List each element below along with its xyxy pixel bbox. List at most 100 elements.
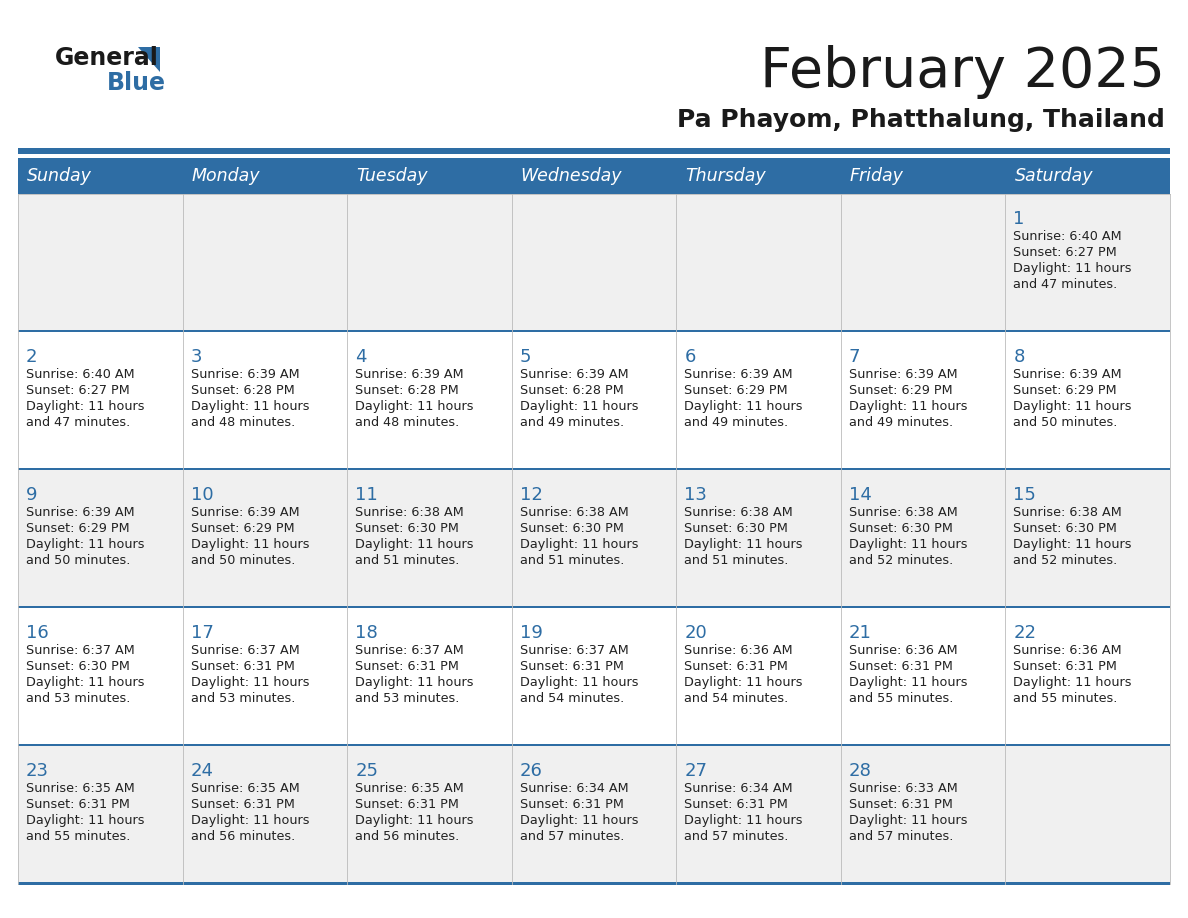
Text: Sunrise: 6:34 AM: Sunrise: 6:34 AM — [684, 782, 792, 795]
Text: Daylight: 11 hours: Daylight: 11 hours — [355, 814, 474, 827]
Bar — [183, 194, 347, 332]
Text: Sunrise: 6:35 AM: Sunrise: 6:35 AM — [190, 782, 299, 795]
Text: Sunrise: 6:39 AM: Sunrise: 6:39 AM — [519, 368, 628, 381]
Text: and 49 minutes.: and 49 minutes. — [849, 416, 953, 429]
Bar — [347, 746, 512, 884]
Text: and 57 minutes.: and 57 minutes. — [684, 830, 789, 843]
Text: Sunset: 6:31 PM: Sunset: 6:31 PM — [684, 660, 788, 673]
Text: 20: 20 — [684, 624, 707, 642]
Text: 3: 3 — [190, 348, 202, 366]
Bar — [18, 882, 1170, 885]
Text: and 54 minutes.: and 54 minutes. — [519, 692, 624, 705]
Text: Sunrise: 6:36 AM: Sunrise: 6:36 AM — [1013, 644, 1121, 657]
Text: 28: 28 — [849, 762, 872, 780]
Text: Sunrise: 6:38 AM: Sunrise: 6:38 AM — [684, 506, 794, 519]
Text: Sunrise: 6:39 AM: Sunrise: 6:39 AM — [26, 506, 134, 519]
Text: 13: 13 — [684, 486, 707, 504]
Bar — [18, 194, 183, 332]
Text: and 50 minutes.: and 50 minutes. — [190, 554, 295, 567]
Text: Sunrise: 6:38 AM: Sunrise: 6:38 AM — [519, 506, 628, 519]
Text: Daylight: 11 hours: Daylight: 11 hours — [26, 400, 145, 413]
Text: Sunrise: 6:39 AM: Sunrise: 6:39 AM — [190, 506, 299, 519]
Text: Sunrise: 6:37 AM: Sunrise: 6:37 AM — [26, 644, 134, 657]
Bar — [841, 470, 1005, 608]
Text: Daylight: 11 hours: Daylight: 11 hours — [26, 814, 145, 827]
Text: Sunset: 6:29 PM: Sunset: 6:29 PM — [190, 522, 295, 535]
Bar — [512, 332, 676, 470]
Text: Sunset: 6:28 PM: Sunset: 6:28 PM — [355, 384, 459, 397]
Bar — [18, 606, 1170, 609]
Text: Daylight: 11 hours: Daylight: 11 hours — [190, 538, 309, 551]
Bar — [1005, 158, 1170, 194]
Text: 12: 12 — [519, 486, 543, 504]
Text: Sunrise: 6:38 AM: Sunrise: 6:38 AM — [1013, 506, 1123, 519]
Text: 27: 27 — [684, 762, 707, 780]
Text: Sunrise: 6:36 AM: Sunrise: 6:36 AM — [849, 644, 958, 657]
Text: Daylight: 11 hours: Daylight: 11 hours — [519, 538, 638, 551]
Text: 9: 9 — [26, 486, 38, 504]
Text: and 50 minutes.: and 50 minutes. — [26, 554, 131, 567]
Text: Thursday: Thursday — [685, 167, 766, 185]
Text: Sunset: 6:27 PM: Sunset: 6:27 PM — [26, 384, 129, 397]
Bar — [183, 158, 347, 194]
Text: Sunset: 6:31 PM: Sunset: 6:31 PM — [190, 660, 295, 673]
Text: Sunset: 6:30 PM: Sunset: 6:30 PM — [849, 522, 953, 535]
Text: and 53 minutes.: and 53 minutes. — [26, 692, 131, 705]
Text: 8: 8 — [1013, 348, 1025, 366]
Text: and 51 minutes.: and 51 minutes. — [519, 554, 624, 567]
Bar — [676, 608, 841, 746]
Bar — [347, 608, 512, 746]
Text: Daylight: 11 hours: Daylight: 11 hours — [355, 676, 474, 689]
Bar — [18, 608, 183, 746]
Text: 10: 10 — [190, 486, 213, 504]
Text: 14: 14 — [849, 486, 872, 504]
Text: and 50 minutes.: and 50 minutes. — [1013, 416, 1118, 429]
Text: Saturday: Saturday — [1015, 167, 1093, 185]
Bar — [676, 194, 841, 332]
Text: Daylight: 11 hours: Daylight: 11 hours — [1013, 538, 1132, 551]
Text: 19: 19 — [519, 624, 543, 642]
Text: General: General — [55, 46, 159, 70]
Text: Daylight: 11 hours: Daylight: 11 hours — [1013, 676, 1132, 689]
Text: 24: 24 — [190, 762, 214, 780]
Text: Daylight: 11 hours: Daylight: 11 hours — [849, 814, 967, 827]
Text: Sunset: 6:30 PM: Sunset: 6:30 PM — [26, 660, 129, 673]
Text: Sunrise: 6:37 AM: Sunrise: 6:37 AM — [519, 644, 628, 657]
Text: Sunset: 6:31 PM: Sunset: 6:31 PM — [190, 798, 295, 811]
Bar — [512, 608, 676, 746]
Bar — [347, 332, 512, 470]
Bar — [18, 744, 1170, 747]
Text: Daylight: 11 hours: Daylight: 11 hours — [519, 814, 638, 827]
Text: Friday: Friday — [849, 167, 904, 185]
Bar — [1005, 470, 1170, 608]
Bar — [1005, 194, 1170, 332]
Text: 22: 22 — [1013, 624, 1036, 642]
Text: Sunrise: 6:36 AM: Sunrise: 6:36 AM — [684, 644, 792, 657]
Text: 16: 16 — [26, 624, 49, 642]
Text: Sunset: 6:28 PM: Sunset: 6:28 PM — [190, 384, 295, 397]
Text: 25: 25 — [355, 762, 378, 780]
Text: Sunrise: 6:38 AM: Sunrise: 6:38 AM — [849, 506, 958, 519]
Text: Sunset: 6:27 PM: Sunset: 6:27 PM — [1013, 246, 1117, 259]
Text: and 48 minutes.: and 48 minutes. — [190, 416, 295, 429]
Text: Sunset: 6:29 PM: Sunset: 6:29 PM — [1013, 384, 1117, 397]
Bar — [512, 470, 676, 608]
Text: Sunset: 6:28 PM: Sunset: 6:28 PM — [519, 384, 624, 397]
Text: Monday: Monday — [191, 167, 260, 185]
Text: Sunset: 6:29 PM: Sunset: 6:29 PM — [849, 384, 953, 397]
Bar — [676, 158, 841, 194]
Bar — [676, 332, 841, 470]
Bar — [18, 332, 183, 470]
Text: 18: 18 — [355, 624, 378, 642]
Bar — [18, 158, 183, 194]
Text: Daylight: 11 hours: Daylight: 11 hours — [190, 814, 309, 827]
Bar — [1005, 608, 1170, 746]
Text: and 53 minutes.: and 53 minutes. — [355, 692, 460, 705]
Text: Sunrise: 6:39 AM: Sunrise: 6:39 AM — [849, 368, 958, 381]
Text: Sunrise: 6:35 AM: Sunrise: 6:35 AM — [355, 782, 463, 795]
Text: 21: 21 — [849, 624, 872, 642]
Text: 15: 15 — [1013, 486, 1036, 504]
Bar — [676, 746, 841, 884]
Text: Sunset: 6:31 PM: Sunset: 6:31 PM — [355, 660, 459, 673]
Text: 1: 1 — [1013, 210, 1025, 228]
